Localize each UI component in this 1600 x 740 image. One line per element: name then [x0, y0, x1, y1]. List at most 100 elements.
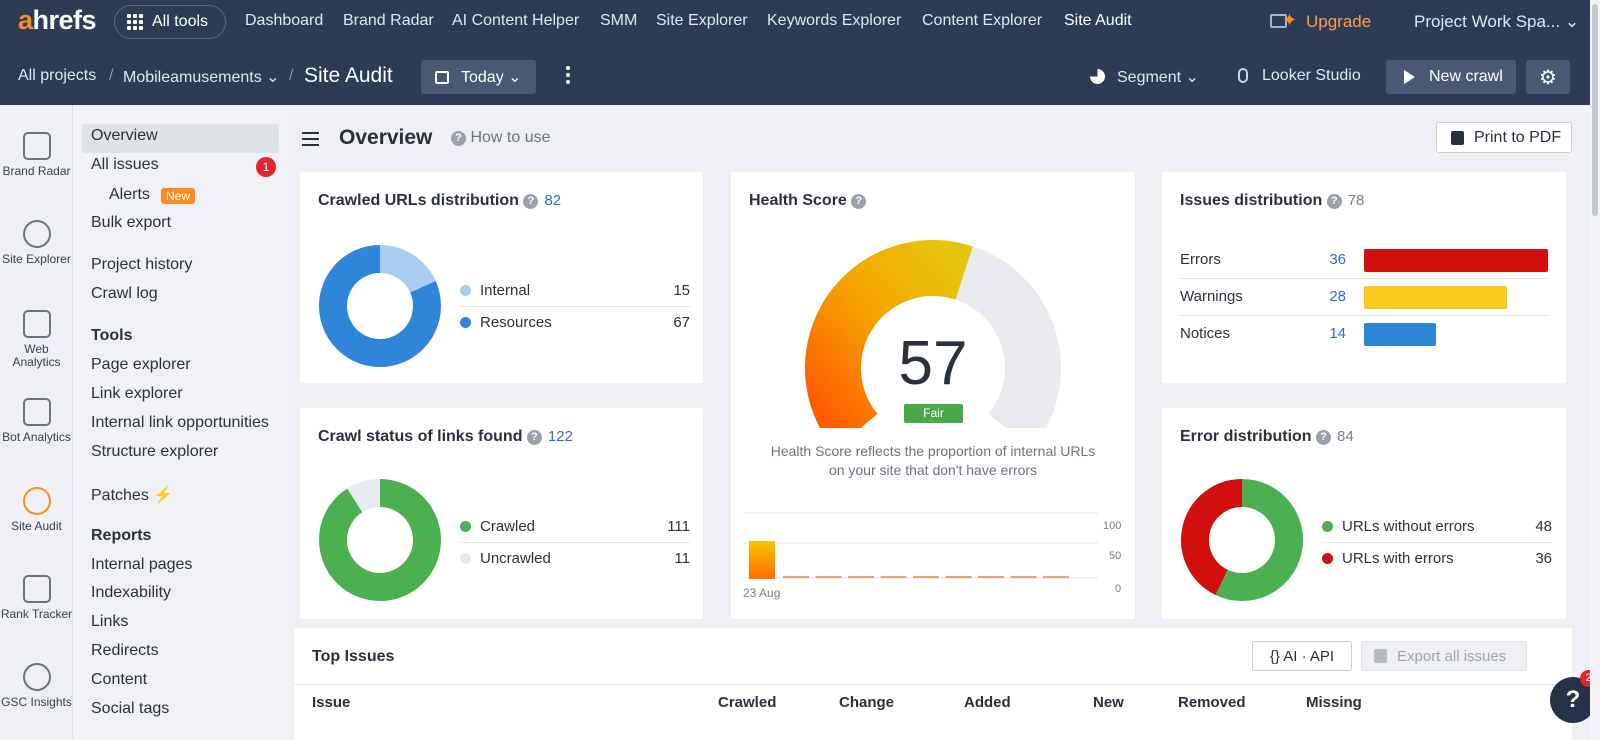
legend-label: Resources [480, 314, 552, 331]
sidebar-item-links[interactable]: Links [91, 613, 129, 630]
donut-slice[interactable] [1215, 479, 1303, 601]
caption-line: Health Score reflects the proportion of … [770, 443, 1096, 459]
more-options-icon[interactable] [566, 66, 570, 87]
health-history-bar[interactable] [815, 576, 842, 578]
help-icon[interactable]: ? [1316, 430, 1332, 445]
workspace-selector[interactable]: Project Work Spa... ⌄ [1414, 12, 1580, 31]
scrollbar-thumb[interactable] [1592, 4, 1598, 216]
sidebar-item-overview[interactable]: Overview [91, 127, 158, 144]
nav-brand-radar[interactable]: Brand Radar [343, 12, 434, 29]
health-history-bar[interactable] [1043, 576, 1069, 578]
column-header-change[interactable]: Change [839, 694, 895, 711]
help-icon[interactable]: ? [523, 194, 539, 209]
nav-site-audit[interactable]: Site Audit [1064, 12, 1132, 29]
rail-web-analytics[interactable]: Web Analytics [0, 310, 73, 369]
issue-row-warnings[interactable]: Warnings 28 [1180, 279, 1548, 316]
issue-count[interactable]: 14 [1329, 325, 1346, 342]
sidebar-item-link-explorer[interactable]: Link explorer [91, 385, 183, 402]
hamburger-icon[interactable] [302, 132, 319, 150]
axis-tick: 50 [1109, 550, 1121, 562]
column-header-missing[interactable]: Missing [1306, 694, 1362, 711]
rail-site-audit[interactable]: Site Audit [0, 487, 73, 533]
breadcrumb-all-projects[interactable]: All projects [18, 67, 97, 84]
sidebar-item-social-tags[interactable]: Social tags [91, 700, 170, 717]
legend-item[interactable]: URLs without errors 48 [1322, 511, 1552, 543]
calendar-icon [435, 70, 449, 84]
sidebar-item-project-history[interactable]: Project history [91, 256, 193, 273]
legend-item[interactable]: Resources 67 [460, 307, 690, 339]
new-crawl-button[interactable]: New crawl [1386, 60, 1516, 94]
ahrefs-logo[interactable]: ahrefs [18, 5, 97, 36]
help-icon[interactable]: ? [851, 194, 867, 209]
legend-item[interactable]: Internal 15 [460, 275, 690, 307]
ai-api-button[interactable]: {} AI · API [1252, 641, 1352, 671]
issue-row-errors[interactable]: Errors 36 [1180, 242, 1548, 279]
segment-dropdown[interactable]: Segment ⌄ [1117, 69, 1199, 86]
issue-row-notices[interactable]: Notices 14 [1180, 316, 1548, 353]
sidebar-item-indexability[interactable]: Indexability [91, 584, 172, 601]
health-history-bar[interactable] [749, 541, 775, 579]
sidebar-item-internal-pages[interactable]: Internal pages [91, 556, 193, 573]
health-history-bar[interactable] [880, 576, 907, 578]
settings-gear-icon[interactable]: ⚙ [1526, 60, 1570, 94]
date-selector[interactable]: Today ⌄ [421, 60, 536, 94]
sidebar-item-structure-explorer[interactable]: Structure explorer [91, 443, 219, 460]
issue-count[interactable]: 28 [1329, 288, 1346, 305]
column-header-crawled[interactable]: Crawled [718, 694, 777, 711]
column-header-new[interactable]: New [1093, 694, 1124, 711]
sidebar-item-page-explorer[interactable]: Page explorer [91, 356, 191, 373]
monitor-icon[interactable] [1270, 14, 1287, 28]
looker-studio-link[interactable]: Looker Studio [1262, 67, 1361, 84]
column-header-removed[interactable]: Removed [1178, 694, 1246, 711]
help-icon[interactable]: ? [1326, 194, 1342, 209]
sidebar-item-crawl-log[interactable]: Crawl log [91, 285, 158, 302]
donut-slice[interactable] [319, 245, 441, 367]
nav-ai-content-helper[interactable]: AI Content Helper [452, 12, 580, 29]
sidebar-item-internal-link-opportunities[interactable]: Internal link opportunities [91, 414, 269, 431]
donut-slice[interactable] [1181, 479, 1243, 595]
sidebar-item-redirects[interactable]: Redirects [91, 642, 159, 659]
health-history-bar[interactable] [913, 576, 939, 578]
breadcrumb-project[interactable]: Mobileamusements ⌄ [123, 69, 280, 86]
health-history-bar[interactable] [848, 576, 874, 578]
rail-bot-analytics[interactable]: Bot Analytics [0, 398, 73, 444]
donut-slice[interactable] [347, 479, 381, 513]
rail-gsc-insights[interactable]: GSC Insights [0, 663, 73, 709]
legend-item[interactable]: Uncrawled 11 [460, 543, 690, 575]
issue-count[interactable]: 36 [1329, 251, 1346, 268]
nav-smm[interactable]: SMM [600, 12, 638, 29]
how-to-use-link[interactable]: ? How to use [451, 129, 551, 147]
donut-slice[interactable] [319, 479, 441, 601]
all-tools-button[interactable]: All tools [114, 5, 226, 39]
column-header-added[interactable]: Added [964, 694, 1011, 711]
nav-dashboard[interactable]: Dashboard [245, 12, 324, 29]
nav-content-explorer[interactable]: Content Explorer [922, 12, 1043, 29]
sidebar-item-all-issues[interactable]: All issues [91, 156, 159, 173]
column-header-issue[interactable]: Issue [312, 694, 351, 711]
nav-keywords-explorer[interactable]: Keywords Explorer [767, 12, 902, 29]
upgrade-link[interactable]: Upgrade [1306, 12, 1372, 31]
rail-rank-tracker[interactable]: Rank Tracker [0, 575, 73, 621]
legend-item[interactable]: URLs with errors 36 [1322, 543, 1552, 575]
legend-item[interactable]: Crawled 111 [460, 511, 690, 543]
print-to-pdf-button[interactable]: Print to PDF [1436, 122, 1572, 153]
health-history-bar[interactable] [783, 576, 809, 578]
page-scrollbar[interactable] [1590, 0, 1600, 740]
nav-site-explorer[interactable]: Site Explorer [656, 12, 748, 29]
rail-brand-radar[interactable]: Brand Radar [0, 132, 73, 178]
sidebar-item-content[interactable]: Content [91, 671, 148, 688]
download-icon [1374, 649, 1387, 663]
export-all-issues-button[interactable]: Export all issues [1361, 641, 1527, 671]
donut-slice[interactable] [379, 245, 436, 294]
health-history-bar[interactable] [945, 576, 972, 578]
date-selector-label: Today ⌄ [461, 69, 522, 86]
health-history-bar[interactable] [1010, 576, 1037, 578]
sidebar-item-bulk-export[interactable]: Bulk export [91, 214, 172, 231]
rail-site-explorer[interactable]: Site Explorer [0, 220, 73, 266]
sidebar-item-alerts[interactable]: Alerts [109, 186, 150, 203]
card-total[interactable]: 82 [544, 192, 562, 209]
help-icon[interactable]: ? [526, 430, 542, 445]
sidebar-item-patches[interactable]: Patches ⚡ [91, 487, 174, 504]
card-total[interactable]: 122 [547, 428, 573, 445]
health-history-bar[interactable] [978, 576, 1004, 578]
